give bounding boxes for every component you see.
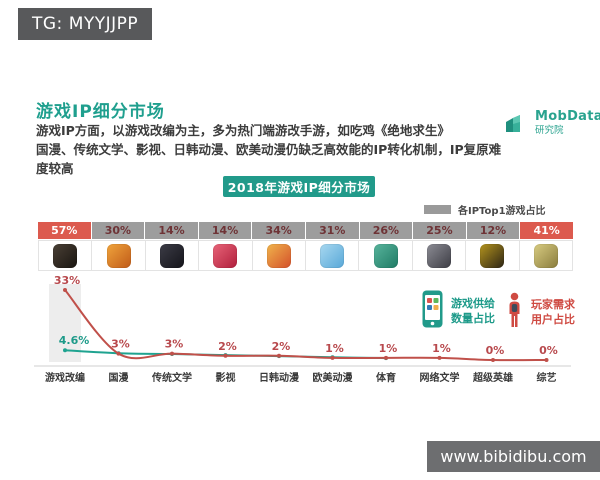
app-icon-9 <box>480 243 505 268</box>
point-label: 1% <box>325 342 344 355</box>
game-icons-strip <box>38 240 574 271</box>
ip-share-line-chart: 4.6% 33% 3% 3% 2% 2% 1% 1% 1% 0% 0% 游戏改编 国漫 传统文学 影视 日韩动… <box>34 274 571 384</box>
point-label: 0% <box>539 344 558 357</box>
mobdata-logo-subtitle: 研究院 <box>535 125 564 136</box>
description-line-2: 国漫、传统文学、影视、日韩动漫、欧美动漫仍缺乏高效能的IP转化机制，IP复原难度… <box>36 142 502 176</box>
top1-share-cell: 12% <box>466 222 520 239</box>
app-icon-8 <box>427 243 452 268</box>
demand-line <box>64 289 547 362</box>
top1-share-cell: 14% <box>198 222 252 239</box>
tg-badge: TG: MYYJJPP <box>18 8 153 40</box>
point-label: 2% <box>272 340 291 353</box>
game-icon-cell <box>144 240 200 271</box>
top1-share-cell: 25% <box>413 222 466 239</box>
app-icon-10 <box>533 243 558 268</box>
app-icon-5 <box>266 243 291 268</box>
x-axis-label: 体育 <box>376 371 396 384</box>
watermark: www.bibidibu.com <box>427 441 600 472</box>
top1-share-cell: 57% <box>38 222 91 239</box>
description-line-1: 游戏IP方面，以游戏改编为主，多为热门端游改手游，如吃鸡《绝地求生》 <box>36 123 450 138</box>
x-axis-label: 综艺 <box>537 371 557 384</box>
page-description: 游戏IP方面，以游戏改编为主，多为热门端游改手游，如吃鸡《绝地求生》 国漫、传统… <box>36 121 506 178</box>
game-icon-cell <box>305 240 360 271</box>
app-icon-2 <box>106 243 131 268</box>
x-axis-label: 日韩动漫 <box>259 371 300 384</box>
mobdata-logo-icon <box>503 110 529 140</box>
legend-label: 各IPTop1游戏占比 <box>458 206 546 217</box>
x-axis-label: 传统文学 <box>151 371 192 384</box>
supply-legend-line1: 游戏供给 <box>451 297 495 310</box>
mobdata-logo-name: MobData <box>535 109 600 124</box>
app-icon-6 <box>320 243 345 268</box>
demand-legend-line2: 用户占比 <box>531 313 575 326</box>
game-icon-cell <box>518 240 574 271</box>
phone-icon <box>422 290 443 332</box>
supply-legend-line2: 数量占比 <box>451 312 495 325</box>
x-axis-label: 游戏改编 <box>45 371 85 384</box>
game-icon-cell <box>251 240 307 271</box>
game-icon-cell <box>38 240 93 271</box>
app-icon-1 <box>53 243 78 268</box>
top1-share-cell: 34% <box>252 222 305 239</box>
legend-swatch <box>424 205 451 214</box>
supply-legend-label: 游戏供给 数量占比 <box>451 296 495 326</box>
mobdata-logo: MobData 研究院 <box>503 110 600 140</box>
x-axis-label: 国漫 <box>109 372 130 384</box>
page-title: 游戏IP细分市场 <box>36 102 165 122</box>
game-icon-cell <box>91 240 146 271</box>
x-axis-label: 影视 <box>216 371 236 384</box>
point-label: 33% <box>54 274 80 287</box>
demand-legend: 玩家需求 用户占比 <box>506 292 575 332</box>
app-icon-4 <box>213 243 238 268</box>
point-label: 1% <box>432 342 451 355</box>
top1-share-legend: 各IPTop1游戏占比 <box>424 202 546 217</box>
x-axis-label: 网络文学 <box>420 371 460 384</box>
point-label: 2% <box>218 340 237 353</box>
person-icon <box>506 292 523 332</box>
game-icon-cell <box>358 240 413 271</box>
point-label: 3% <box>165 338 184 351</box>
point-label: 1% <box>379 342 398 355</box>
app-icon-7 <box>373 243 398 268</box>
game-icon-cell <box>411 240 467 271</box>
top1-share-cell: 41% <box>520 222 573 239</box>
top1-share-cell: 31% <box>305 222 359 239</box>
x-axis-label: 超级英雄 <box>472 371 513 384</box>
point-label: 4.6% <box>59 334 90 347</box>
point-label: 3% <box>111 338 130 351</box>
top1-share-cell: 30% <box>91 222 145 239</box>
demand-legend-line1: 玩家需求 <box>531 298 575 311</box>
game-icon-cell <box>465 240 520 271</box>
x-axis-label: 欧美动漫 <box>313 371 354 384</box>
top1-share-cell: 26% <box>359 222 413 239</box>
app-icon-3 <box>160 243 185 268</box>
top1-share-strip: 57% 30% 14% 14% 34% 31% 26% 25% 12% 41% <box>38 222 573 239</box>
supply-legend: 游戏供给 数量占比 <box>422 290 495 332</box>
top1-share-cell: 14% <box>145 222 198 239</box>
section-banner: 2018年游戏IP细分市场 <box>223 176 375 197</box>
demand-legend-label: 玩家需求 用户占比 <box>531 297 575 327</box>
point-label: 0% <box>486 344 505 357</box>
game-icon-cell <box>198 240 253 271</box>
